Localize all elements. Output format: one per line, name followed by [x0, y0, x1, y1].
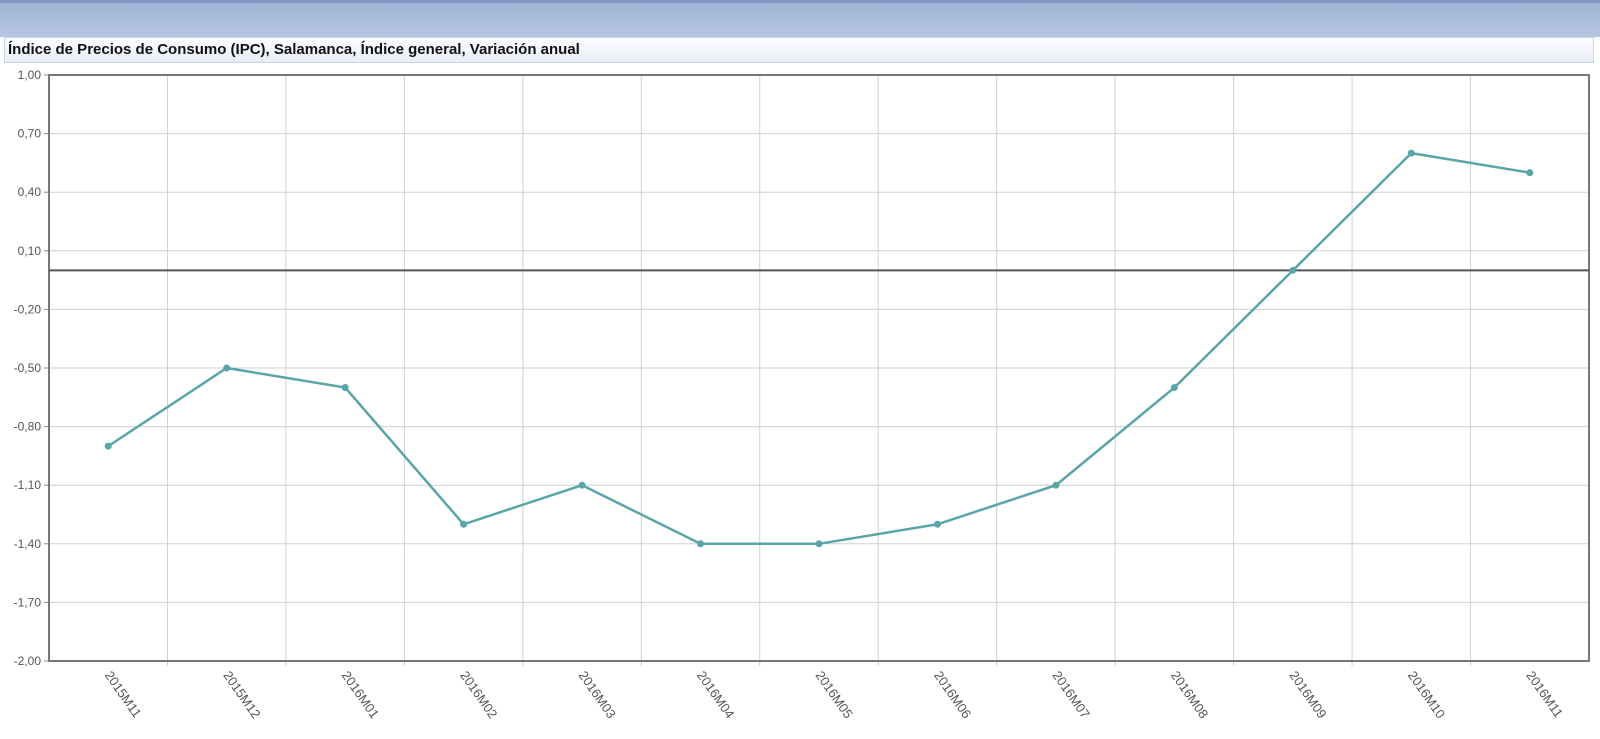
y-tick-label: -1,70	[14, 595, 42, 609]
y-tick-label: -0,80	[14, 420, 42, 434]
data-point	[460, 520, 468, 528]
x-tick-label: 2015M11	[102, 668, 145, 720]
data-point	[697, 540, 705, 548]
data-point	[815, 540, 823, 548]
x-tick-label: 2016M05	[813, 668, 856, 721]
x-tick-label: 2016M01	[339, 668, 382, 721]
x-tick-label: 2016M10	[1405, 668, 1448, 721]
data-point	[1170, 384, 1178, 392]
y-tick-label: 0,70	[18, 127, 42, 141]
data-point	[933, 520, 941, 528]
x-tick-label: 2016M06	[931, 668, 974, 721]
x-tick-label: 2016M11	[1523, 668, 1566, 720]
chart-title-bar: Índice de Precios de Consumo (IPC), Sala…	[4, 37, 1594, 63]
x-tick-label: 2016M09	[1286, 668, 1329, 721]
data-point	[104, 442, 112, 450]
y-tick-label: -0,50	[14, 361, 42, 375]
y-tick-label: 1,00	[18, 68, 42, 82]
x-tick-label: 2016M02	[457, 668, 500, 721]
chart-title: Índice de Precios de Consumo (IPC), Sala…	[8, 41, 580, 58]
window-header-bar	[0, 0, 1600, 37]
y-tick-label: -1,40	[14, 537, 42, 551]
x-tick-label: 2015M12	[220, 668, 263, 721]
y-tick-label: 0,40	[18, 185, 42, 199]
y-tick-label: 0,10	[18, 244, 42, 258]
data-point	[1289, 266, 1297, 274]
y-tick-label: -0,20	[14, 302, 42, 316]
plot-frame	[48, 74, 1590, 662]
y-tick-label: -2,00	[14, 654, 42, 668]
data-point	[223, 364, 231, 372]
data-point	[578, 481, 586, 489]
data-point	[1407, 149, 1415, 157]
data-point	[1052, 481, 1060, 489]
y-tick-label: -1,10	[14, 478, 42, 492]
x-tick-label: 2016M04	[694, 668, 737, 721]
x-tick-label: 2016M08	[1168, 668, 1211, 721]
x-tick-label: 2016M03	[576, 668, 619, 721]
data-point	[1526, 169, 1534, 177]
data-point	[341, 384, 349, 392]
x-tick-label: 2016M07	[1049, 668, 1092, 721]
